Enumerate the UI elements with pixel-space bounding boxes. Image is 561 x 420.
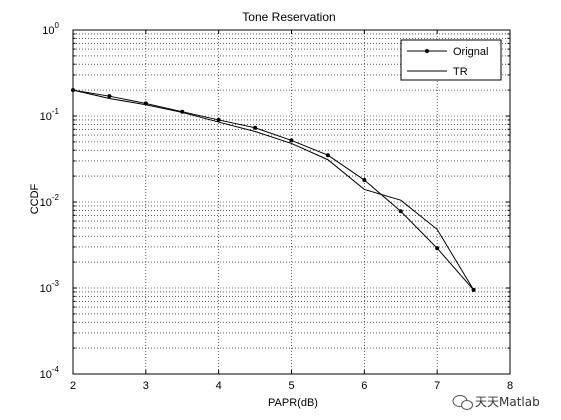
series-line-orignal (72, 89, 474, 291)
y-tick-base: 10 (40, 111, 52, 123)
y-tick-exponent: -3 (52, 279, 60, 288)
x-tick-label: 7 (434, 380, 440, 392)
y-tick-label: 10-3 (40, 279, 60, 295)
x-tick-label: 2 (70, 380, 76, 392)
x-tick-label: 6 (361, 380, 367, 392)
data-point-orignal (289, 138, 294, 143)
wechat-icon (452, 395, 473, 410)
data-point-orignal (253, 125, 258, 130)
y-tick-label: 10-4 (40, 365, 60, 381)
y-tick-base: 10 (42, 25, 54, 37)
chart-title: Tone Reservation (242, 10, 335, 24)
series-layer (71, 88, 476, 292)
y-tick-exponent: -1 (52, 107, 60, 116)
y-tick-base: 10 (40, 197, 52, 209)
legend-label-orignal: Orignal (453, 46, 488, 58)
data-point-orignal (435, 246, 440, 251)
y-tick-label: 100 (42, 21, 59, 37)
data-point-orignal (362, 178, 367, 183)
y-tick-base: 10 (40, 369, 52, 381)
watermark-text: 天天Matlab (475, 395, 540, 409)
y-tick-exponent: -4 (52, 365, 60, 374)
data-point-orignal (325, 153, 330, 158)
series-line-tr (72, 89, 475, 291)
data-point-orignal (107, 94, 112, 99)
y-tick-exponent: -2 (52, 193, 60, 202)
data-point-orignal (216, 117, 221, 122)
y-tick-label: 10-1 (40, 107, 60, 123)
x-tick-label: 3 (143, 380, 149, 392)
data-point-orignal (398, 209, 403, 214)
y-tick-exponent: 0 (55, 21, 60, 30)
y-tick-label: 10-2 (40, 193, 60, 209)
legend-marker-orignal (425, 49, 429, 53)
x-tick-label: 8 (507, 380, 513, 392)
x-axis-label: PAPR(dB) (268, 397, 318, 409)
legend: Orignal TR (400, 39, 502, 81)
y-tick-base: 10 (40, 283, 52, 295)
y-axis-label: CCDF (29, 183, 41, 214)
grid (73, 30, 510, 374)
watermark: 天天Matlab (452, 395, 540, 410)
legend-label-tr: TR (453, 66, 468, 78)
x-tick-label: 4 (216, 380, 222, 392)
legend-box (400, 39, 502, 81)
x-tick-label: 5 (288, 380, 294, 392)
